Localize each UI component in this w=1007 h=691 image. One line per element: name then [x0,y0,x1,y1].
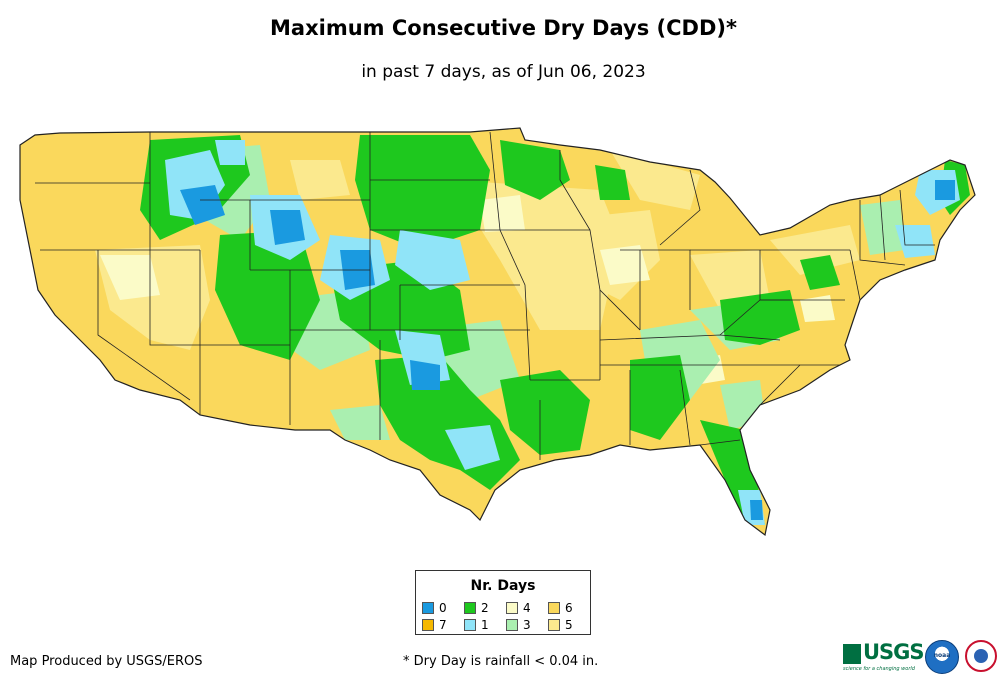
legend-item: 6 [548,601,590,615]
legend-swatch [464,619,476,631]
legend-label: 2 [481,601,489,615]
legend-item: 2 [464,601,506,615]
legend-swatch [464,602,476,614]
legend-title: Nr. Days [470,578,536,594]
noaa-wordmark: noaa [933,652,951,659]
usgs-logo: USGS science for a changing world [843,640,925,672]
nws-logo [965,640,997,672]
legend-label: 3 [523,618,531,632]
legend-label: 6 [565,601,573,615]
legend-swatch [506,602,518,614]
legend-swatch [548,602,560,614]
state-boundaries [35,131,935,460]
noaa-logo: noaa [925,640,959,674]
legend-label: 7 [439,618,447,632]
five-day-patches [95,150,860,350]
legend-label: 0 [439,601,447,615]
legend-item: 7 [422,618,464,632]
legend-swatch [422,602,434,614]
legend-grid: 0 2 4 6 7 1 3 5 [422,601,592,632]
legend-item: 5 [548,618,590,632]
legend-label: 1 [481,618,489,632]
legend-label: 5 [565,618,573,632]
legend-item: 3 [506,618,548,632]
legend-swatch [506,619,518,631]
legend-item: 0 [422,601,464,615]
legend: Nr. Days 0 2 4 6 7 1 3 5 [415,570,591,635]
map-title: Maximum Consecutive Dry Days (CDD)* [270,16,737,40]
map-credit: Map Produced by USGS/EROS [10,654,203,669]
agency-logos: USGS science for a changing world noaa [843,638,1003,678]
usgs-wordmark: USGS [863,640,925,664]
dry-day-footnote: * Dry Day is rainfall < 0.04 in. [403,654,599,669]
legend-swatch [422,619,434,631]
legend-swatch [548,619,560,631]
legend-label: 4 [523,601,531,615]
usgs-wave-icon [843,644,861,664]
legend-item: 4 [506,601,548,615]
map-subtitle: in past 7 days, as of Jun 06, 2023 [361,62,646,82]
legend-item: 1 [464,618,506,632]
usgs-tagline: science for a changing world [843,666,915,672]
